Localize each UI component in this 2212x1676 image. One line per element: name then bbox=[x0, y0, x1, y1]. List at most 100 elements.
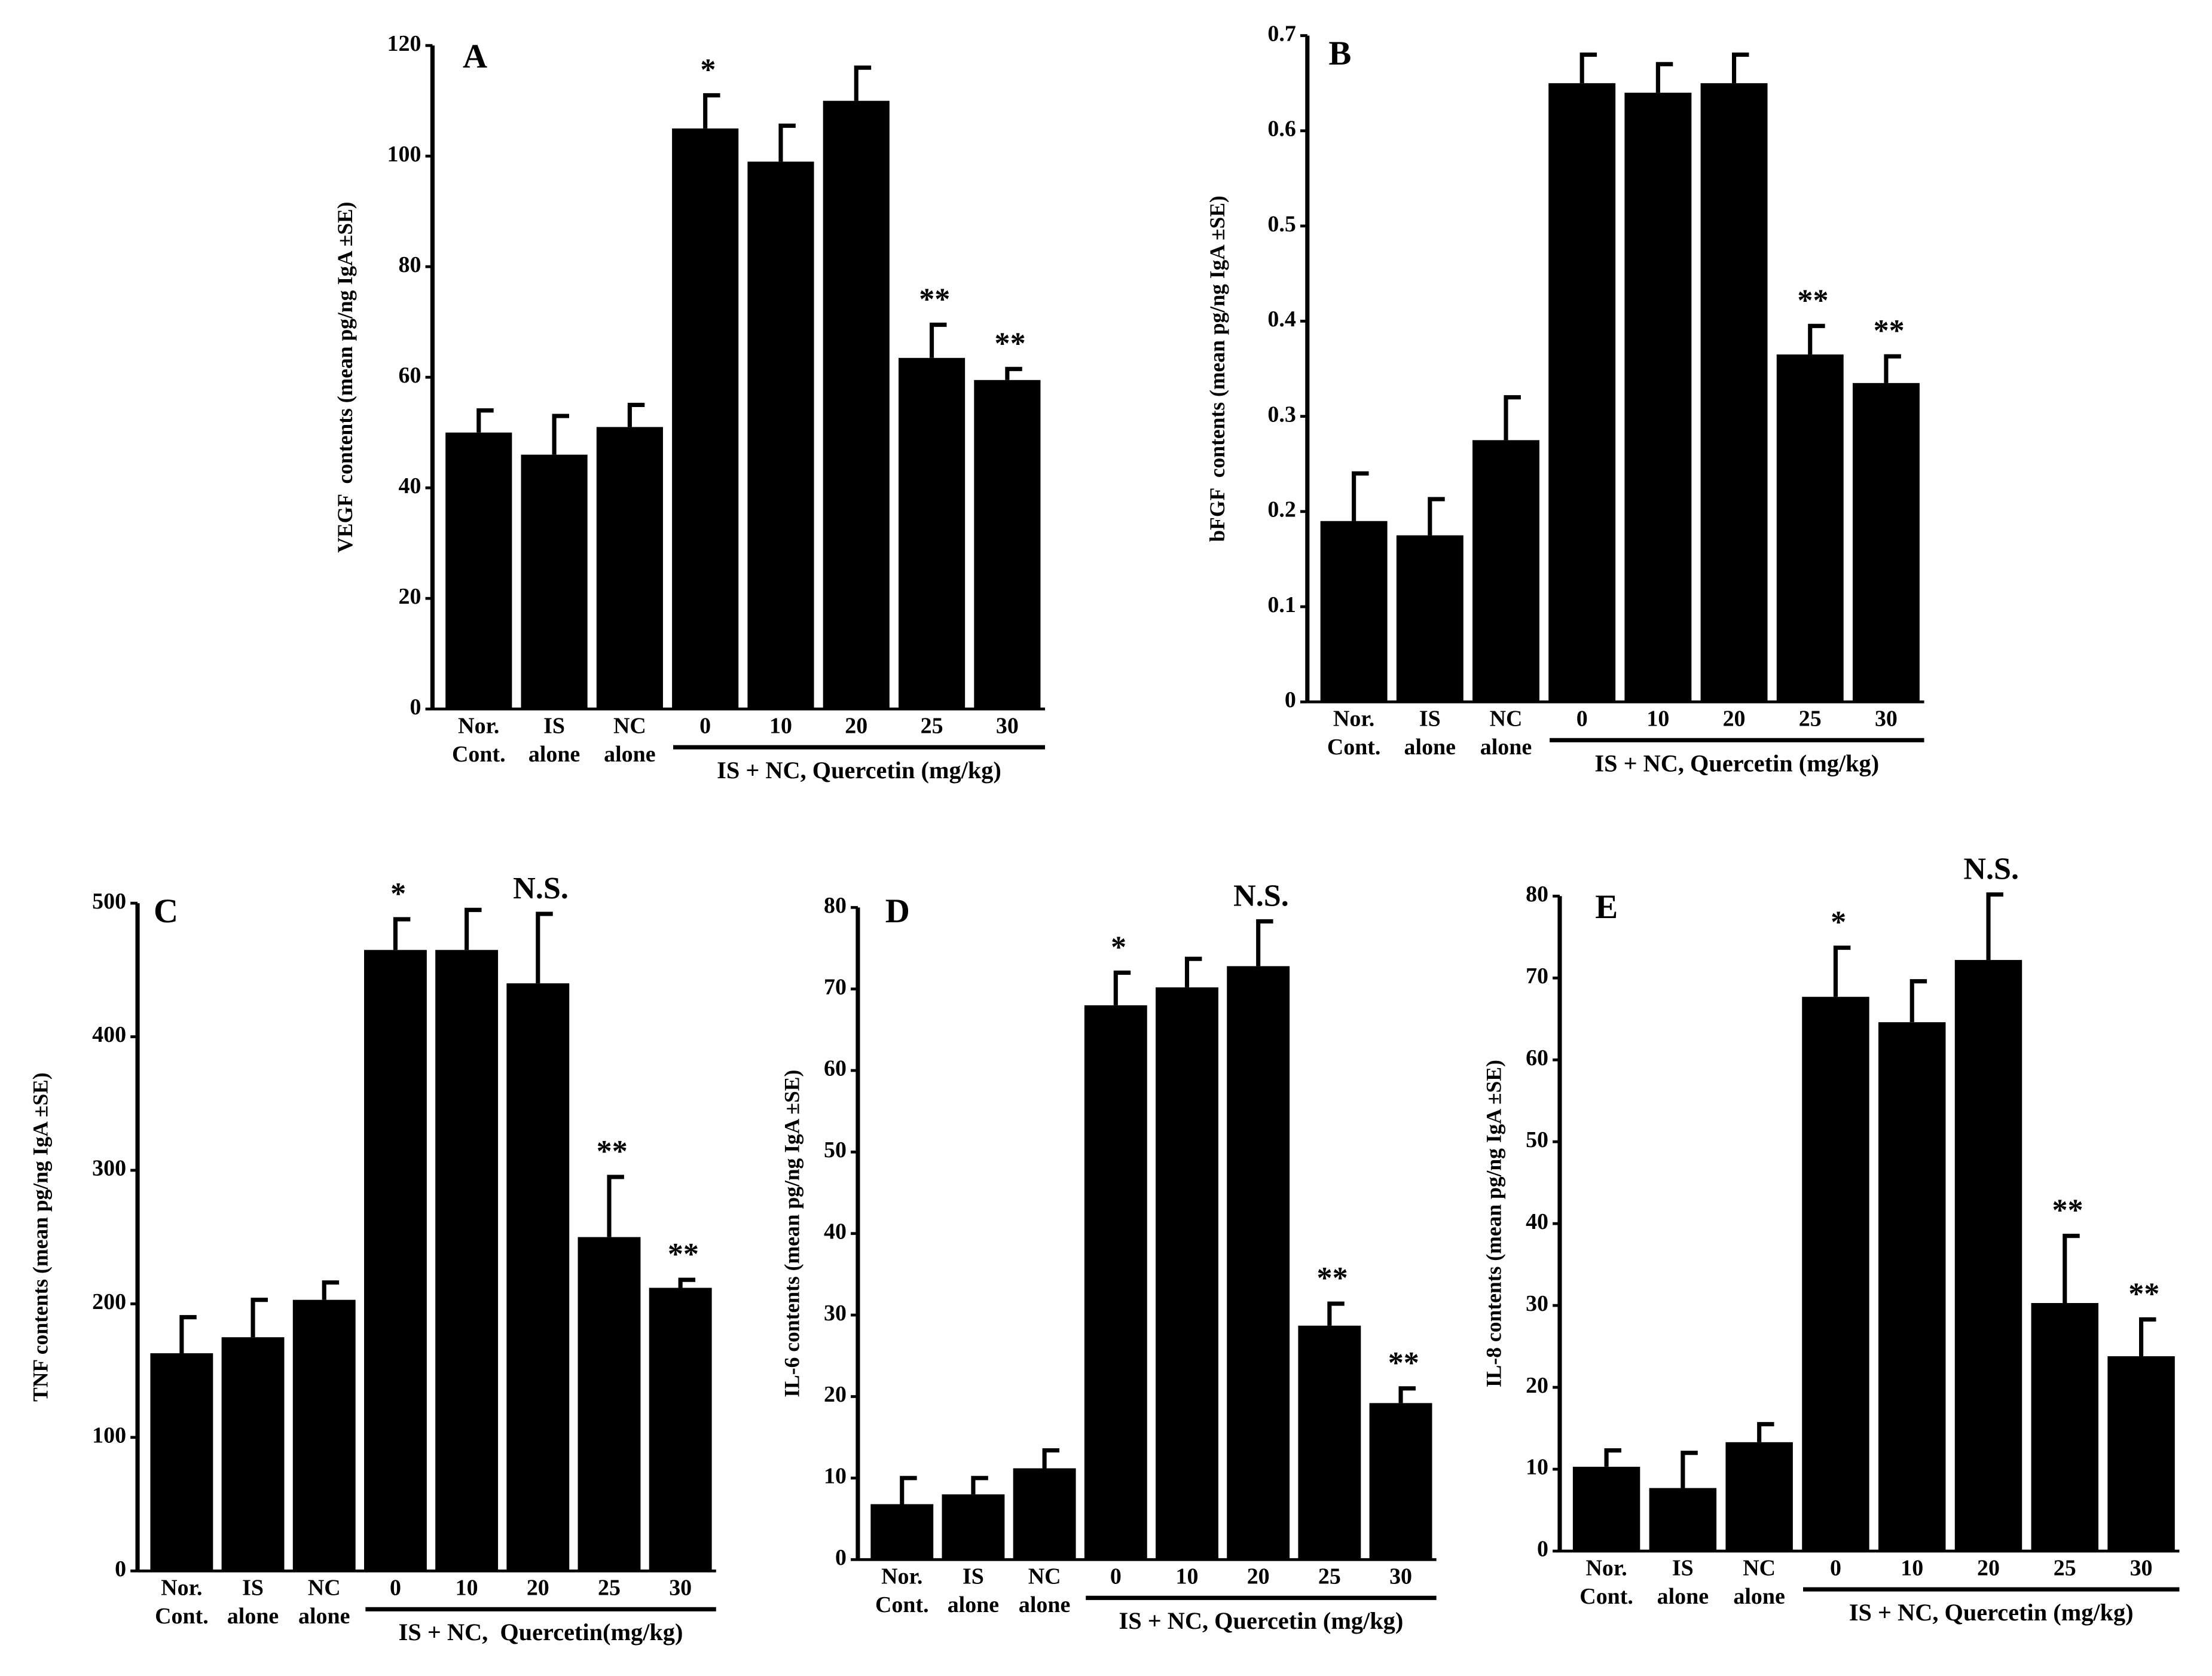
x-tick-text: 25 bbox=[920, 714, 943, 739]
y-tick-label: 0.2 bbox=[1267, 497, 1296, 522]
bar bbox=[435, 950, 499, 1571]
bar bbox=[445, 432, 512, 709]
x-tick-text: 30 bbox=[1874, 707, 1898, 732]
category-label-box: 30 bbox=[1389, 1565, 1413, 1590]
bar bbox=[1396, 535, 1464, 702]
x-tick-text: IS alone bbox=[1404, 707, 1456, 760]
x-tick-text: 20 bbox=[1977, 1556, 2000, 1581]
error-bar bbox=[854, 65, 872, 101]
error-bar bbox=[627, 402, 645, 427]
category-label-box: NC alone bbox=[604, 715, 655, 767]
category-label-box: Nor. Cont. bbox=[1579, 1556, 1633, 1610]
x-tick-text: 0 bbox=[1576, 707, 1588, 732]
category-label-box: 30 bbox=[639, 1575, 722, 1603]
x-tick-text: Nor. Cont. bbox=[875, 1565, 929, 1618]
y-tick-label: 0 bbox=[410, 695, 421, 720]
y-tick-label: 60 bbox=[824, 1056, 847, 1081]
x-tick-label: 20 bbox=[1690, 706, 1777, 734]
x-tick-text: Nor. Cont. bbox=[1579, 1556, 1633, 1610]
bar bbox=[221, 1337, 285, 1571]
error-bar bbox=[1732, 52, 1749, 84]
error-bar bbox=[2138, 1317, 2156, 1357]
x-tick-text: 30 bbox=[2129, 1556, 2153, 1581]
bar bbox=[578, 1237, 641, 1571]
y-tick-label: 80 bbox=[398, 252, 421, 277]
category-label-box: 0 bbox=[1576, 707, 1588, 732]
x-tick-label: 25 bbox=[888, 713, 975, 741]
error-bar bbox=[536, 912, 553, 984]
x-tick-text: 20 bbox=[1246, 1565, 1270, 1590]
annotation: ** bbox=[1388, 1346, 1419, 1380]
x-tick-label: IS alone bbox=[1639, 1555, 1727, 1612]
annotation: ** bbox=[2128, 1277, 2159, 1311]
error-bar bbox=[1042, 1448, 1060, 1469]
error-bar bbox=[1428, 497, 1445, 536]
annotation: ** bbox=[597, 1134, 628, 1169]
error-bar bbox=[1909, 979, 1927, 1023]
x-tick-label: 25 bbox=[568, 1575, 650, 1603]
y-tick-label: 20 bbox=[824, 1382, 847, 1407]
x-tick-label: Nor. Cont. bbox=[1310, 706, 1398, 763]
category-label-box: IS alone bbox=[528, 715, 580, 767]
x-tick-label: 0 bbox=[1792, 1555, 1880, 1583]
x-tick-text: 25 bbox=[1318, 1565, 1341, 1590]
annotation: N.S. bbox=[1233, 879, 1289, 913]
y-tick-label: 30 bbox=[1526, 1291, 1548, 1316]
category-label-box: Nor. Cont. bbox=[451, 714, 506, 767]
category-label-box: Nor. Cont. bbox=[155, 1577, 209, 1629]
category-label-box: 0 bbox=[390, 1577, 401, 1601]
annotation: * bbox=[700, 53, 716, 87]
x-tick-label: 30 bbox=[639, 1575, 722, 1603]
x-tick-label: 25 bbox=[2021, 1555, 2109, 1583]
x-tick-text: 30 bbox=[1389, 1565, 1413, 1590]
group-label: IS + NC, Quercetin (mg/kg) bbox=[717, 757, 1001, 784]
x-tick-text: NC alone bbox=[1733, 1556, 1785, 1610]
bar bbox=[1013, 1468, 1076, 1560]
y-tick-label: 400 bbox=[92, 1022, 126, 1047]
bar bbox=[870, 1504, 934, 1560]
x-tick-text: 10 bbox=[455, 1576, 478, 1601]
category-label-box: 25 bbox=[1318, 1565, 1341, 1590]
y-tick-label: 0 bbox=[1285, 687, 1296, 712]
category-label-box: 10 bbox=[1868, 1555, 1956, 1583]
category-label-box: 0 bbox=[699, 715, 711, 739]
x-tick-text: 20 bbox=[526, 1576, 549, 1601]
x-tick-text: 10 bbox=[1646, 707, 1670, 732]
annotation: * bbox=[1111, 930, 1126, 964]
y-tick-label: 40 bbox=[1526, 1209, 1548, 1234]
y-tick-label: 100 bbox=[92, 1423, 126, 1448]
x-tick-text: Nor. Cont. bbox=[451, 714, 506, 767]
panel-title: B bbox=[1328, 35, 1351, 72]
category-label-box: 20 bbox=[1977, 1556, 2000, 1581]
error-bar bbox=[1504, 395, 1521, 441]
y-tick-label: 0 bbox=[115, 1556, 126, 1582]
bar bbox=[1369, 1403, 1432, 1560]
panel: 0 10 20 30 40 50 60 70 80 E IL-8 contents (mean pg… bbox=[1481, 852, 2180, 1626]
x-tick-label: NC alone bbox=[1003, 1564, 1086, 1620]
y-axis-label: bFGF contents (mean pg/ng IgA ±SE) bbox=[1205, 195, 1229, 542]
x-tick-text: 10 bbox=[769, 714, 792, 739]
x-tick-label: 20 bbox=[497, 1575, 579, 1603]
y-tick-label: 40 bbox=[398, 473, 421, 498]
x-tick-label: NC alone bbox=[283, 1575, 365, 1632]
bar bbox=[1320, 521, 1388, 702]
category-label-box: 30 bbox=[1874, 707, 1898, 732]
error-bar bbox=[552, 414, 569, 455]
bar bbox=[1700, 83, 1768, 702]
x-tick-text: NC alone bbox=[1480, 707, 1532, 760]
category-label-box: IS alone bbox=[1404, 707, 1456, 760]
error-bar bbox=[1327, 1301, 1345, 1326]
bar bbox=[292, 1299, 356, 1571]
bar bbox=[1227, 966, 1290, 1560]
category-label-box: Nor. Cont. bbox=[875, 1565, 929, 1618]
x-tick-text: 10 bbox=[1901, 1556, 1924, 1581]
category-label-box: IS alone bbox=[948, 1565, 999, 1618]
x-tick-text: 10 bbox=[1175, 1565, 1199, 1590]
bar bbox=[1954, 960, 2022, 1552]
category-label-box: 10 bbox=[1175, 1565, 1199, 1590]
y-tick-label: 0 bbox=[1537, 1537, 1548, 1562]
bar bbox=[150, 1353, 213, 1571]
category-label-box: NC alone bbox=[1003, 1564, 1086, 1620]
x-tick-label: 10 bbox=[1868, 1555, 1956, 1583]
